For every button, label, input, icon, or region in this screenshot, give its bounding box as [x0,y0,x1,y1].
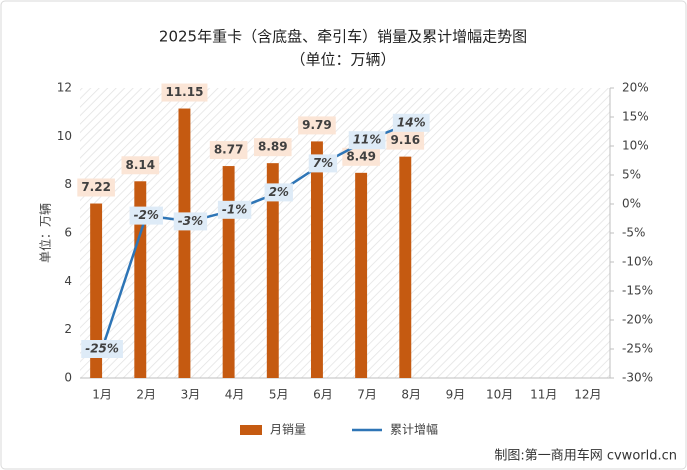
value-label: 7% [313,156,333,170]
y-tick-label: 4 [64,274,72,288]
value-label-bg [392,113,430,132]
x-tick-label: 10月 [486,388,513,402]
value-label: 2% [269,185,289,199]
value-label: 8.49 [346,149,376,163]
y2-tick-label: 10% [622,139,649,153]
legend-label: 累计增幅 [390,422,438,437]
x-tick-label: 1月 [92,388,112,402]
x-tick-label: 7月 [357,388,377,402]
value-label-bg [348,131,386,150]
y2-tick-label: -15% [622,284,653,298]
value-label-bg [77,178,115,197]
value-label: 7.22 [81,180,111,194]
bar [222,166,235,378]
value-label: 9.16 [390,133,420,147]
value-label: -25% [85,342,119,356]
y-tick-label: 12 [57,81,72,95]
bar [266,163,279,378]
x-tick-label: 9月 [446,388,466,402]
value-label: 9.79 [302,118,332,132]
value-label-bg [217,200,252,219]
x-tick-label: 3月 [181,388,201,402]
x-tick-label: 6月 [313,388,333,402]
value-label-bg [173,212,208,231]
y2-tick-label: -30% [622,371,653,385]
value-label: -2% [134,208,159,222]
value-label-bg [121,156,160,175]
value-label-bg [298,116,336,135]
value-label-bg [308,154,338,173]
x-tick-label: 2月 [136,388,156,402]
chart-subtitle: （单位：万辆） [290,51,395,69]
y-tick-label: 8 [64,177,72,191]
y2-tick-label: -20% [622,313,653,327]
y2-tick-label: 20% [622,81,649,95]
value-label-bg [161,83,208,102]
value-label: 11% [353,133,382,147]
y2-tick-label: 15% [622,110,649,124]
value-label: -3% [178,214,203,228]
legend-swatch [240,425,262,435]
value-label: 14% [397,115,426,129]
value-label: 8.89 [258,140,288,154]
y2-tick-label: 0% [622,197,641,211]
y-axis-label: 单位：万辆 [38,203,53,263]
value-label: 11.15 [165,85,203,99]
value-label-bg [342,147,380,166]
y-tick-label: 10 [57,129,72,143]
value-label: 8.77 [214,143,244,157]
x-tick-label: 11月 [530,388,557,402]
bar [355,172,368,378]
y2-tick-label: -10% [622,255,653,269]
legend-label: 月销量 [270,423,306,437]
x-tick-label: 5月 [269,388,289,402]
y2-tick-label: -25% [622,342,653,356]
y-tick-label: 2 [64,322,72,336]
bar [178,108,191,379]
bar [399,156,412,378]
chart-title: 2025年重卡（含底盘、牵引车）销量及累计增幅走势图 [159,28,527,46]
value-label-bg [129,206,163,225]
x-tick-label: 4月 [225,388,245,402]
y2-tick-label: 5% [622,168,641,182]
plot-area [80,88,610,378]
value-label-bg [81,340,123,358]
y-tick-label: 6 [64,226,72,240]
value-label-bg [264,183,293,202]
bar [310,141,323,378]
value-label-bg [209,141,248,160]
x-tick-label: 12月 [574,388,601,402]
y2-tick-label: -5% [622,226,645,240]
value-label-bg [253,138,292,157]
bar [90,203,103,378]
value-label-bg [386,131,425,150]
value-label: 8.14 [125,158,155,172]
source: 制图:第一商用车网 cvworld.cn [494,448,677,464]
y-tick-label: 0 [64,371,72,385]
value-label: -1% [222,202,247,216]
bar [134,181,147,378]
x-tick-label: 8月 [401,388,421,402]
